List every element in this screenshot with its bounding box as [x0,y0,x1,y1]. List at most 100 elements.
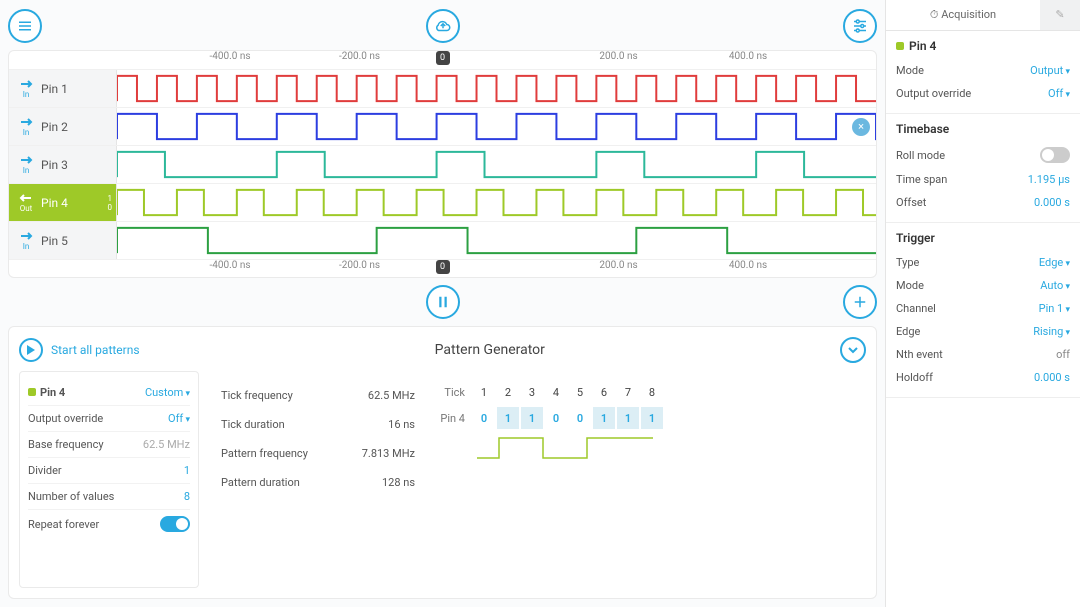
timebase-title: Timebase [896,122,1070,136]
pattern-generator-title: Pattern Generator [140,342,840,358]
tick-value-cell[interactable]: 0 [545,407,567,429]
output-override-dropdown[interactable]: Off [168,412,190,425]
trigger-type-label: Type [896,256,919,269]
nth-event-value[interactable]: off [1056,348,1070,361]
trigger-type-dropdown[interactable]: Edge [1039,256,1070,269]
tick-index: 2 [497,381,519,403]
channel-row: In Pin 1 [9,69,876,107]
settings-button[interactable] [843,9,877,43]
tick-value-cell[interactable]: 1 [497,407,519,429]
patt-dur-value: 128 ns [355,476,415,489]
pin-section: Pin 4 ModeOutput Output overrideOff [886,31,1080,114]
right-panel: ⏱ Acquisition ✎ Pin 4 ModeOutput Output … [885,0,1080,607]
holdoff-value[interactable]: 0.000 s [1034,371,1070,384]
channel-row: InPin 3 [9,145,876,183]
channel-label[interactable]: InPin 5 [9,222,117,259]
tick-freq-label: Tick frequency [221,389,331,402]
tick-value-cell[interactable]: 1 [593,407,615,429]
holdoff-label: Holdoff [896,371,933,384]
offset-value[interactable]: 0.000 s [1034,196,1070,209]
pattern-info-card: Tick frequency62.5 MHz Tick duration16 n… [211,371,866,588]
menu-button[interactable] [8,9,42,43]
trigger-mode-dropdown[interactable]: Auto [1040,279,1070,292]
pattern-type-dropdown[interactable]: Custom [145,386,190,399]
tick-freq-value: 62.5 MHz [355,389,415,402]
pattern-pin-row[interactable]: Pin 4 Custom [28,380,190,406]
trigger-edge-label: Edge [896,325,920,338]
output-override-label: Output override [28,412,103,425]
waveform-trace[interactable] [117,70,876,107]
play-icon [19,338,43,362]
time-tick: -200.0 ns [339,260,380,271]
direction-icon: In [17,78,35,99]
tick-index: 1 [473,381,495,403]
top-toolbar [8,8,877,44]
offset-label: Offset [896,196,926,209]
channel-label[interactable]: In Pin 2 [9,108,117,145]
patt-freq-label: Pattern frequency [221,447,331,460]
pin-name: Pin 2 [41,120,68,134]
start-all-patterns-button[interactable]: Start all patterns [19,338,140,362]
acquisition-tab[interactable]: ⏱ Acquisition [886,0,1040,30]
edit-tab[interactable]: ✎ [1040,0,1080,30]
pin-name: Pin 1 [41,82,68,96]
channel-label[interactable]: In Pin 1 [9,70,117,107]
override-dropdown[interactable]: Off [1048,87,1070,100]
cloud-button[interactable] [426,9,460,43]
channel-label[interactable]: OutPin 410 [9,184,117,221]
timebase-section: Timebase Roll mode Time span1.195 μs Off… [886,114,1080,223]
nth-event-label: Nth event [896,348,943,361]
trigger-edge-dropdown[interactable]: Rising [1033,325,1070,338]
pin-color-dot [896,42,904,50]
divider-value[interactable]: 1 [184,464,190,477]
channel-row: OutPin 410 [9,183,876,221]
tick-index: 8 [641,381,663,403]
base-freq-label: Base frequency [28,438,104,451]
pattern-properties-card: Pin 4 Custom Output override Off Base fr… [19,371,199,588]
trigger-section: Trigger TypeEdge ModeAuto ChannelPin 1 E… [886,223,1080,398]
time-axis-top: 0 -400.0 ns-200.0 ns200.0 ns400.0 ns [9,51,876,69]
repeat-forever-toggle[interactable] [160,516,190,532]
repeat-forever-label: Repeat forever [28,518,99,531]
add-button[interactable] [843,285,877,319]
main-area: 0 -400.0 ns-200.0 ns200.0 ns400.0 ns InP… [0,0,885,607]
tick-waveform-preview [477,433,657,463]
tick-index: 5 [569,381,591,403]
waveform-viewer: 0 -400.0 ns-200.0 ns200.0 ns400.0 ns InP… [8,50,877,278]
num-values-label: Number of values [28,490,114,503]
waveform-trace[interactable] [117,184,876,221]
waveform-trace[interactable] [117,146,876,183]
control-bar [8,284,877,320]
tick-index: 3 [521,381,543,403]
close-channel-button[interactable]: × [852,118,870,136]
tick-value-cell[interactable]: 1 [617,407,639,429]
pause-button[interactable] [426,285,460,319]
mode-dropdown[interactable]: Output [1030,64,1070,77]
trigger-channel-dropdown[interactable]: Pin 1 [1039,302,1070,315]
tick-value-cell[interactable]: 1 [641,407,663,429]
trigger-marker-icon[interactable]: 0 [436,51,450,65]
waveform-trace[interactable]: × [117,108,876,145]
tick-value-cell[interactable]: 0 [473,407,495,429]
time-axis-bottom: 0 -400.0 ns-200.0 ns200.0 ns400.0 ns [9,259,876,277]
channel-label[interactable]: InPin 3 [9,146,117,183]
collapse-button[interactable] [840,337,866,363]
time-tick: 400.0 ns [729,260,767,271]
direction-icon: Out [17,192,35,213]
override-label: Output override [896,87,971,100]
tick-value-cell[interactable]: 1 [521,407,543,429]
tick-header-label: Tick [435,386,471,399]
num-values-value[interactable]: 8 [184,490,190,503]
roll-mode-label: Roll mode [896,149,945,162]
direction-icon: In [17,230,35,251]
trigger-marker-icon[interactable]: 0 [436,260,450,274]
time-tick: -400.0 ns [209,51,250,62]
direction-icon: In [17,116,35,137]
tick-value-cell[interactable]: 0 [569,407,591,429]
waveform-trace[interactable] [117,222,876,259]
tick-table: Tick12345678 Pin 401100111 [435,381,663,578]
time-span-value[interactable]: 1.195 μs [1028,173,1070,186]
roll-mode-toggle[interactable] [1040,147,1070,163]
time-tick: 200.0 ns [599,51,637,62]
pin-name: Pin 4 [41,196,68,210]
